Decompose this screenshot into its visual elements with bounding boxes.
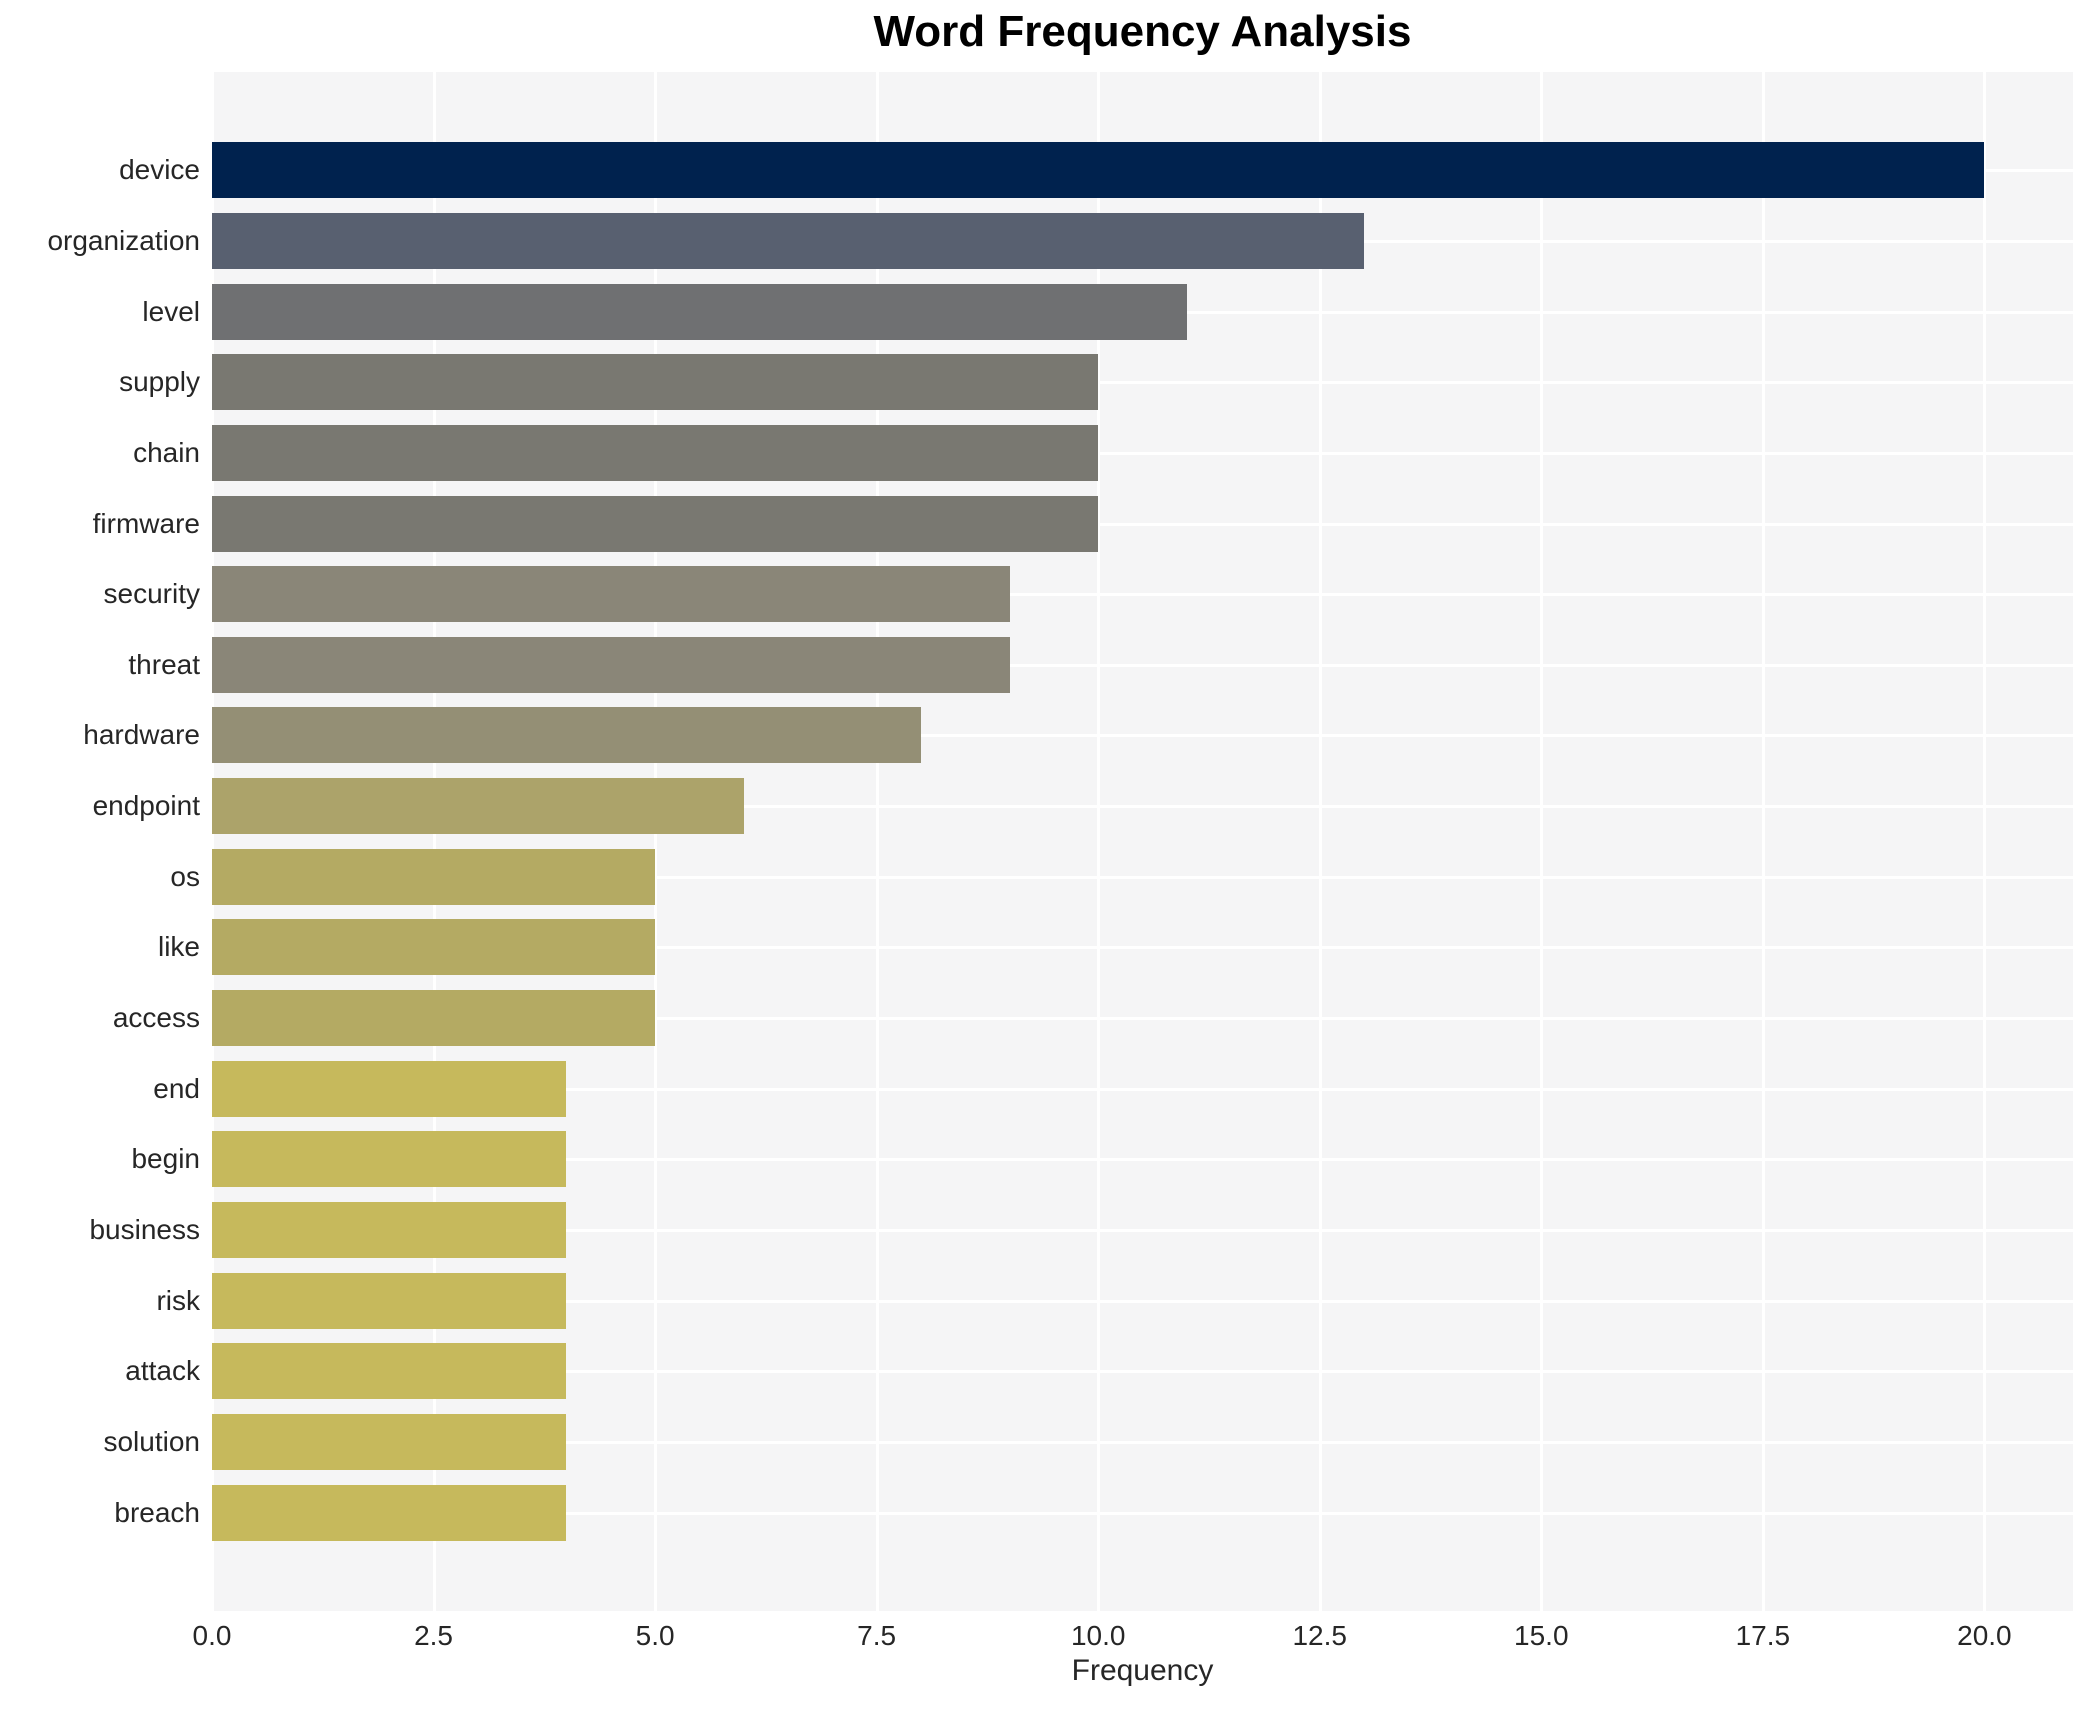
vertical-gridline-20.0: [1983, 72, 1987, 1611]
y-tick-label-os: os: [170, 860, 200, 892]
bar-threat: [212, 636, 1010, 693]
bar-chain: [212, 424, 1099, 481]
y-tick-label-threat: threat: [128, 648, 200, 680]
y-tick-label-like: like: [157, 931, 200, 963]
y-tick-label-chain: chain: [133, 436, 200, 468]
bar-supply: [212, 354, 1099, 411]
horizontal-gridline-end: [212, 1087, 2073, 1091]
bar-firmware: [212, 495, 1099, 552]
bar-os: [212, 848, 656, 905]
horizontal-gridline-endpoint: [212, 805, 2073, 809]
vertical-gridline-12.5: [1318, 72, 1322, 1611]
horizontal-gridline-attack: [212, 1370, 2073, 1374]
x-tick-label-15.0: 15.0: [1514, 1620, 1569, 1651]
x-tick-label-2.5: 2.5: [414, 1620, 454, 1651]
horizontal-gridline-hardware: [212, 734, 2073, 738]
bar-risk: [212, 1272, 567, 1329]
bar-device: [212, 142, 1985, 199]
y-tick-label-security: security: [103, 578, 200, 610]
bar-access: [212, 990, 656, 1047]
bar-breach: [212, 1484, 567, 1541]
vertical-gridline-5.0: [654, 72, 658, 1611]
bar-like: [212, 919, 656, 976]
x-axis-title: Frequency: [1071, 1654, 1214, 1687]
horizontal-gridline-begin: [212, 1158, 2073, 1162]
vertical-gridline-2.5: [432, 72, 436, 1611]
horizontal-gridline-firmware: [212, 522, 2073, 526]
y-tick-label-attack: attack: [125, 1355, 200, 1387]
horizontal-gridline-security: [212, 593, 2073, 597]
horizontal-gridline-threat: [212, 663, 2073, 667]
vertical-gridline-0.0: [211, 72, 214, 1611]
y-tick-label-endpoint: endpoint: [92, 790, 200, 822]
y-tick-label-supply: supply: [119, 366, 200, 398]
x-tick-label-7.5: 7.5: [857, 1620, 897, 1651]
horizontal-gridline-supply: [212, 381, 2073, 385]
y-tick-label-end: end: [153, 1072, 200, 1104]
y-tick-label-begin: begin: [131, 1143, 200, 1175]
bar-level: [212, 283, 1187, 340]
bar-begin: [212, 1131, 567, 1188]
y-tick-label-device: device: [119, 154, 200, 186]
x-tick-label-20.0: 20.0: [1957, 1620, 2012, 1651]
vertical-gridline-17.5: [1761, 72, 1765, 1611]
y-tick-label-solution: solution: [103, 1426, 200, 1458]
vertical-gridline-7.5: [875, 72, 879, 1611]
x-tick-label-5.0: 5.0: [635, 1620, 675, 1651]
y-tick-label-firmware: firmware: [92, 507, 200, 539]
x-tick-label-17.5: 17.5: [1735, 1620, 1791, 1651]
bar-hardware: [212, 707, 921, 764]
bar-end: [212, 1060, 567, 1117]
chart-title: Word Frequency Analysis: [873, 7, 1412, 56]
y-tick-label-organization: organization: [47, 224, 200, 256]
x-tick-label-10.0: 10.0: [1070, 1620, 1126, 1651]
x-tick-label-12.5: 12.5: [1292, 1620, 1347, 1651]
y-tick-label-breach: breach: [114, 1496, 200, 1528]
x-tick-label-0.0: 0.0: [192, 1620, 232, 1651]
y-tick-label-risk: risk: [156, 1284, 200, 1316]
plot-area: [211, 72, 2073, 1611]
horizontal-gridline-business: [212, 1229, 2073, 1233]
bar-business: [212, 1202, 567, 1259]
y-tick-label-access: access: [112, 1002, 200, 1034]
y-tick-label-business: business: [89, 1214, 200, 1246]
bar-security: [212, 566, 1010, 623]
y-tick-label-level: level: [142, 295, 200, 327]
bar-organization: [212, 212, 1365, 269]
bar-attack: [212, 1343, 567, 1400]
horizontal-gridline-risk: [212, 1299, 2073, 1303]
bar-solution: [212, 1414, 567, 1471]
horizontal-gridline-os: [212, 875, 2073, 879]
horizontal-gridline-breach: [212, 1511, 2073, 1515]
vertical-gridline-10.0: [1097, 72, 1101, 1611]
y-tick-label-hardware: hardware: [83, 719, 200, 751]
vertical-gridline-15.0: [1540, 72, 1544, 1611]
horizontal-gridline-solution: [212, 1441, 2073, 1445]
bar-endpoint: [212, 778, 744, 835]
horizontal-gridline-chain: [212, 451, 2073, 455]
horizontal-gridline-access: [212, 1017, 2073, 1021]
horizontal-gridline-like: [212, 946, 2073, 950]
